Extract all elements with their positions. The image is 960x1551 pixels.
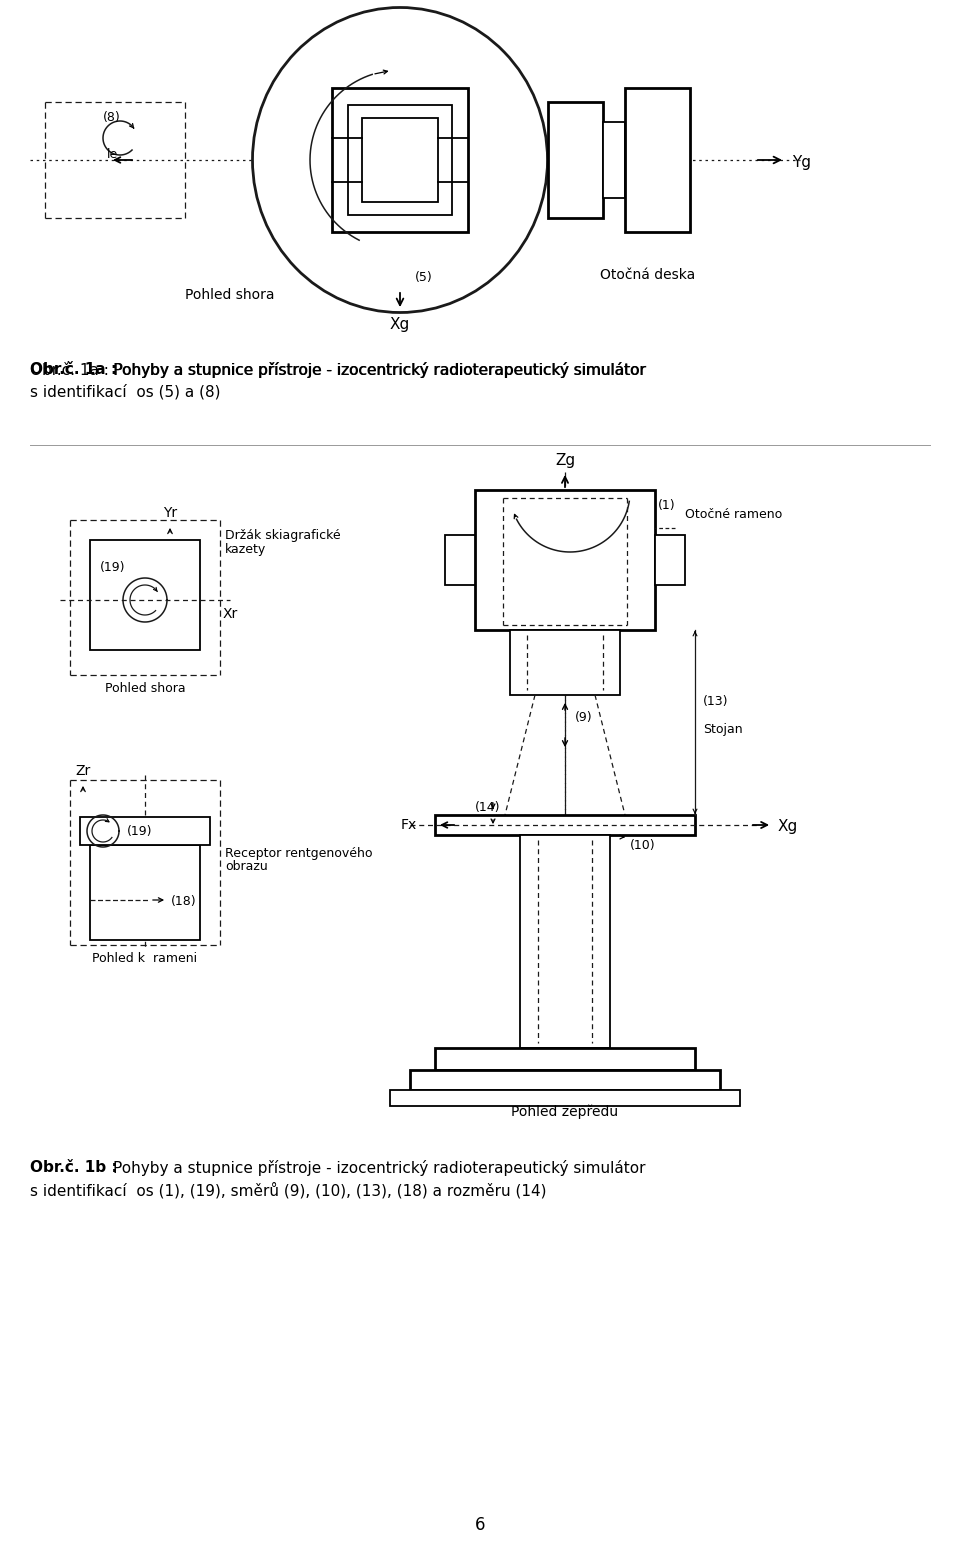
Ellipse shape (252, 8, 547, 312)
Text: Fx: Fx (400, 817, 417, 831)
Bar (90, 845, 200, 940)
Text: Xg: Xg (778, 819, 799, 834)
Text: (8): (8) (103, 110, 121, 124)
Text: Zr: Zr (76, 765, 90, 779)
Text: Obr.č. 1a :: Obr.č. 1a : (30, 363, 122, 377)
Text: (10): (10) (630, 839, 656, 851)
Text: Obr.č. 1a : Pohyby a stupnice přístroje - izocentrický radioterapeutický simulát: Obr.č. 1a : Pohyby a stupnice přístroje … (30, 361, 646, 378)
Text: (14): (14) (475, 800, 500, 814)
Bar (475, 490, 655, 630)
Text: (19): (19) (127, 825, 153, 838)
Text: Držák skiagrafické: Držák skiagrafické (225, 529, 341, 541)
Bar (348, 105, 452, 216)
Text: (9): (9) (575, 710, 592, 723)
Text: Receptor rentgenového: Receptor rentgenového (225, 847, 372, 859)
Text: Otočná deska: Otočná deska (600, 268, 695, 282)
Bar (445, 535, 475, 585)
Text: obrazu: obrazu (225, 861, 268, 873)
Text: s identifikací  os (1), (19), směrů (9), (10), (13), (18) a rozměru (14): s identifikací os (1), (19), směrů (9), … (30, 1182, 546, 1199)
Text: Xg: Xg (390, 318, 410, 332)
Bar (390, 1090, 740, 1106)
Text: (18): (18) (171, 895, 197, 907)
Text: Pohled shora: Pohled shora (185, 288, 275, 302)
Text: s identifikací  os (5) a (8): s identifikací os (5) a (8) (30, 385, 221, 400)
Text: Pohyby a stupnice přístroje - izocentrický radioterapeutický simulátor: Pohyby a stupnice přístroje - izocentric… (113, 361, 645, 378)
Text: (5): (5) (415, 271, 433, 284)
Bar (435, 1048, 695, 1070)
Text: Xr: Xr (223, 606, 238, 620)
Bar (362, 118, 438, 202)
Text: (13): (13) (703, 695, 729, 709)
Bar (520, 834, 610, 1048)
Bar (90, 540, 200, 650)
Bar (410, 1070, 720, 1090)
Text: Yg: Yg (792, 155, 811, 169)
Text: Otočné rameno: Otočné rameno (685, 509, 782, 521)
Text: Pohled k  rameni: Pohled k rameni (92, 952, 198, 966)
Bar (625, 88, 690, 233)
Text: Pohled zepředu: Pohled zepředu (512, 1104, 618, 1120)
Text: Obr.č. 1b :: Obr.č. 1b : (30, 1160, 123, 1176)
Text: (1): (1) (658, 498, 676, 512)
Bar (603, 123, 625, 199)
Text: Pohyby a stupnice přístroje - izocentrický radioterapeutický simulátor: Pohyby a stupnice přístroje - izocentric… (113, 1160, 645, 1176)
Text: Zg: Zg (555, 453, 575, 467)
Bar (80, 817, 210, 845)
Bar (510, 630, 620, 695)
Text: 6: 6 (475, 1515, 485, 1534)
Bar (655, 535, 685, 585)
Text: le: le (107, 149, 118, 161)
Text: Yr: Yr (163, 506, 177, 520)
Bar (548, 102, 603, 219)
Text: Stojan: Stojan (703, 723, 743, 737)
Text: Pohled shora: Pohled shora (105, 681, 185, 695)
Bar (435, 814, 695, 834)
Bar (332, 88, 468, 233)
Text: (19): (19) (100, 561, 126, 574)
Text: kazety: kazety (225, 543, 266, 557)
